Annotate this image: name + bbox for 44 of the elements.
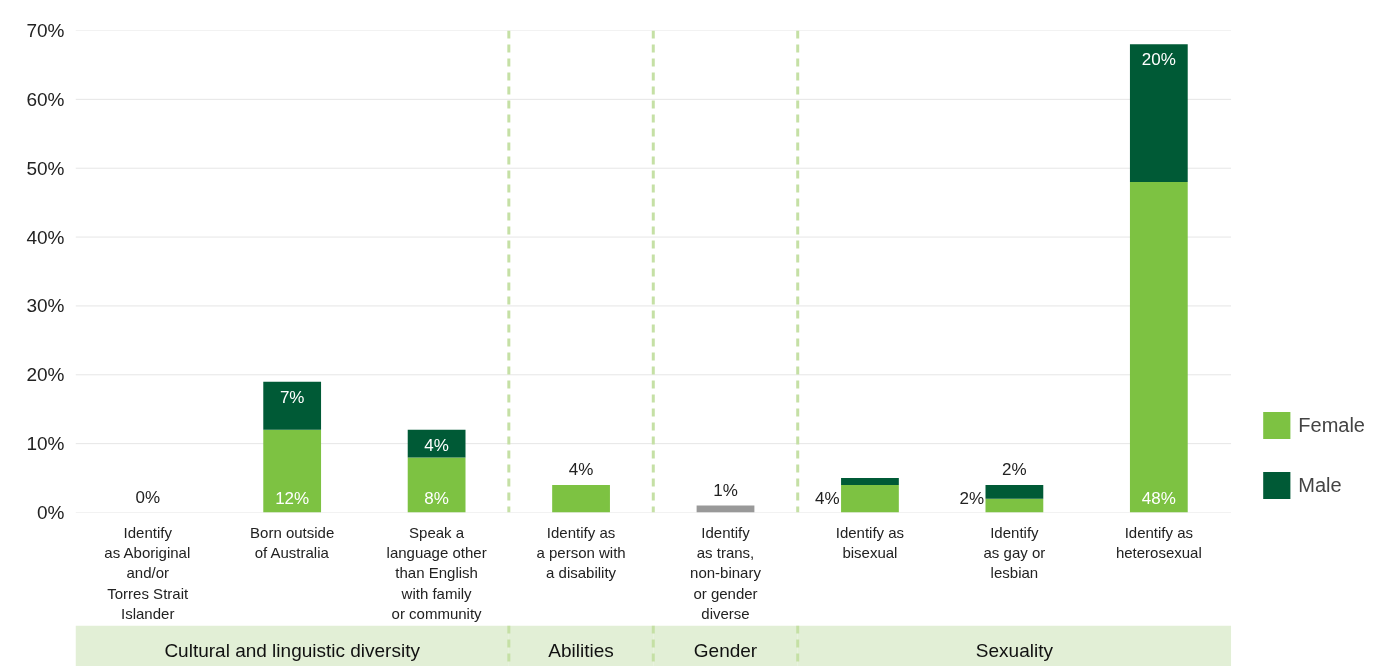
- data-label: 1%: [713, 481, 738, 501]
- bar: [1129, 44, 1188, 182]
- x-tick-label: Identify as heterosexual: [1115, 523, 1202, 561]
- bar: [263, 429, 322, 513]
- data-label: 0%: [135, 487, 161, 507]
- bar: [263, 381, 322, 430]
- data-label: 8%: [424, 489, 449, 509]
- y-tick-label: 70%: [26, 20, 65, 41]
- bar: [841, 484, 899, 513]
- bar: [985, 484, 1044, 499]
- data-label: 2%: [1002, 460, 1027, 480]
- x-tick-label: Identify as bisexual: [835, 523, 905, 561]
- x-tick-label: Born outside of Australia: [250, 523, 335, 561]
- text: Abilities: [548, 639, 614, 661]
- data-label: 4%: [568, 460, 594, 480]
- bar: [407, 457, 466, 513]
- x-tick-label: Speak a language other than English with family or community: [386, 523, 487, 623]
- x-tick-label: Identify as Aboriginal and/or Torres Strait Islander: [104, 523, 191, 623]
- data-label: 2%: [959, 489, 985, 509]
- text: Sexuality: [975, 639, 1054, 661]
- bar: [985, 498, 1044, 513]
- y-tick-label: 30%: [26, 295, 65, 317]
- legend-label: Male: [1298, 473, 1342, 497]
- legend-label: Female: [1298, 413, 1365, 437]
- bar: [552, 484, 610, 513]
- x-tick-label: Identify as gay or lesbian: [983, 523, 1046, 582]
- bar: [1129, 181, 1188, 513]
- data-label: 4%: [815, 489, 840, 509]
- text: Cultural and linguistic diversity: [164, 639, 421, 661]
- y-tick-label: 60%: [26, 88, 65, 110]
- y-tick-label: 40%: [26, 226, 65, 248]
- data-label: 20%: [1141, 50, 1176, 70]
- data-label: 48%: [1141, 489, 1176, 509]
- data-label: 7%: [279, 387, 305, 407]
- y-tick-label: 20%: [26, 364, 65, 386]
- data-label: 4%: [424, 436, 449, 456]
- text: Gender: [693, 639, 758, 661]
- data-label: 12%: [275, 489, 310, 509]
- x-tick-label: Identify as trans, non-binary or gender diverse: [690, 523, 762, 623]
- x-tick-label: Identify as a person with a disability: [536, 523, 626, 582]
- y-tick-label: 0%: [37, 502, 65, 523]
- y-tick-label: 50%: [26, 157, 65, 179]
- bar: [841, 478, 899, 485]
- y-tick-label: 10%: [26, 433, 65, 455]
